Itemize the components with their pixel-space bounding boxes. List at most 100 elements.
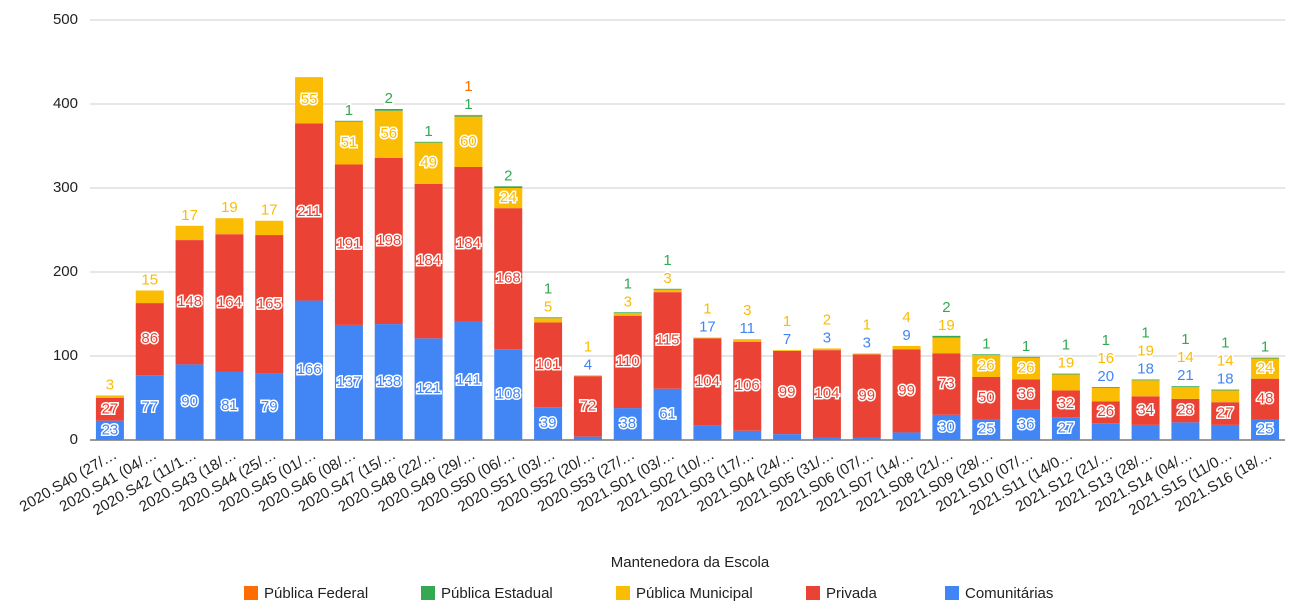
data-label: 14 — [1177, 349, 1194, 366]
bar-segment — [255, 220, 284, 236]
bar-segment — [972, 355, 1001, 377]
data-label: 1 — [1102, 332, 1110, 349]
bar-segment — [1091, 387, 1120, 388]
bar-segment — [733, 430, 762, 440]
bar-segment — [494, 188, 523, 209]
data-label: 2 — [385, 90, 393, 107]
bar-segment — [1012, 357, 1041, 380]
bar-segment — [454, 116, 483, 167]
bar-segment — [1211, 389, 1240, 391]
bar-segment — [573, 375, 602, 377]
data-label: 141 — [456, 372, 481, 389]
data-label: 110 — [616, 353, 640, 370]
bar-segment — [573, 436, 602, 440]
data-label: 17 — [261, 202, 278, 219]
bar-segment — [295, 77, 324, 124]
data-label: 18 — [1137, 360, 1154, 377]
data-label: 1 — [1221, 335, 1229, 352]
bar-segment — [1012, 356, 1041, 358]
data-label: 79 — [261, 398, 278, 415]
data-label: 51 — [341, 134, 358, 151]
x-axis-title: Mantenedora da Escola — [611, 554, 770, 571]
data-label: 86 — [141, 330, 158, 347]
legend-label: Comunitárias — [965, 585, 1053, 602]
bar-segment — [1211, 390, 1240, 403]
bar-segment — [175, 240, 204, 365]
data-label: 108 — [496, 386, 521, 403]
bar-segment — [255, 373, 284, 440]
bar-segment — [1211, 424, 1240, 440]
data-label: 21 — [1177, 367, 1194, 384]
data-label: 115 — [656, 331, 680, 348]
data-label: 164 — [217, 294, 242, 311]
data-label: 3 — [624, 293, 632, 310]
bar-segment — [414, 141, 443, 143]
bar-segment — [972, 419, 1001, 440]
bar-segment — [972, 354, 1001, 356]
bar-segment — [1251, 378, 1280, 419]
data-label: 2 — [504, 167, 512, 184]
data-label: 18 — [1217, 371, 1234, 388]
bar-segment — [334, 121, 363, 165]
bar-segment — [932, 414, 961, 440]
bar-segment — [812, 350, 841, 438]
bar-segment — [693, 425, 722, 440]
data-label: 1 — [1261, 339, 1269, 356]
bar-segment — [693, 337, 722, 339]
data-label: 2 — [823, 311, 831, 328]
bar-segment — [95, 395, 124, 398]
bar-segment — [334, 324, 363, 440]
data-label: 19 — [1058, 355, 1075, 372]
data-label: 19 — [1137, 342, 1154, 359]
data-label: 15 — [141, 271, 158, 288]
data-label: 1 — [544, 280, 552, 297]
bar-segment — [454, 115, 483, 117]
y-tick-label: 300 — [53, 179, 78, 196]
legend-swatch — [945, 586, 959, 600]
bar-segment — [1171, 387, 1200, 399]
bar-segment — [653, 388, 682, 440]
data-label: 99 — [898, 382, 915, 399]
legend-swatch — [244, 586, 258, 600]
data-label: 11 — [739, 320, 755, 337]
data-label: 1 — [424, 123, 432, 140]
bar-segment — [374, 109, 403, 111]
data-label: 38 — [619, 415, 636, 432]
data-label: 26 — [1018, 360, 1035, 377]
data-label: 36 — [1018, 416, 1035, 433]
data-label: 99 — [858, 387, 875, 404]
data-label: 4 — [584, 356, 592, 373]
bar-segment — [374, 110, 403, 158]
data-label: 20 — [1097, 368, 1114, 385]
bar-segment — [1012, 379, 1041, 410]
data-label: 23 — [102, 421, 119, 438]
data-label: 72 — [580, 397, 597, 414]
bar-segment — [454, 321, 483, 440]
data-label: 17 — [181, 207, 198, 224]
data-label: 1 — [345, 102, 353, 119]
data-label: 101 — [536, 356, 561, 373]
bar-segment — [812, 437, 841, 440]
bar-segment — [852, 354, 881, 438]
legend-swatch — [421, 586, 435, 600]
data-label: 25 — [1257, 420, 1274, 437]
data-label: 1 — [584, 338, 592, 355]
bar-segment — [414, 183, 443, 339]
data-label: 138 — [376, 373, 401, 390]
data-label: 26 — [978, 357, 995, 374]
bar-segment — [414, 338, 443, 440]
data-label: 4 — [902, 309, 910, 326]
bar-segment — [1091, 401, 1120, 424]
data-label: 1 — [1022, 338, 1030, 355]
data-label: 165 — [257, 295, 282, 312]
data-label: 1 — [1181, 331, 1189, 348]
bar-segment — [1251, 357, 1280, 359]
data-label: 32 — [1058, 395, 1075, 412]
bar-segment — [374, 324, 403, 440]
legend-swatch — [616, 586, 630, 600]
data-label: 24 — [1257, 360, 1274, 377]
bar-segment — [334, 164, 363, 325]
bar-segment — [1131, 379, 1160, 381]
data-label: 1 — [982, 335, 990, 352]
bar-segment — [1171, 398, 1200, 423]
